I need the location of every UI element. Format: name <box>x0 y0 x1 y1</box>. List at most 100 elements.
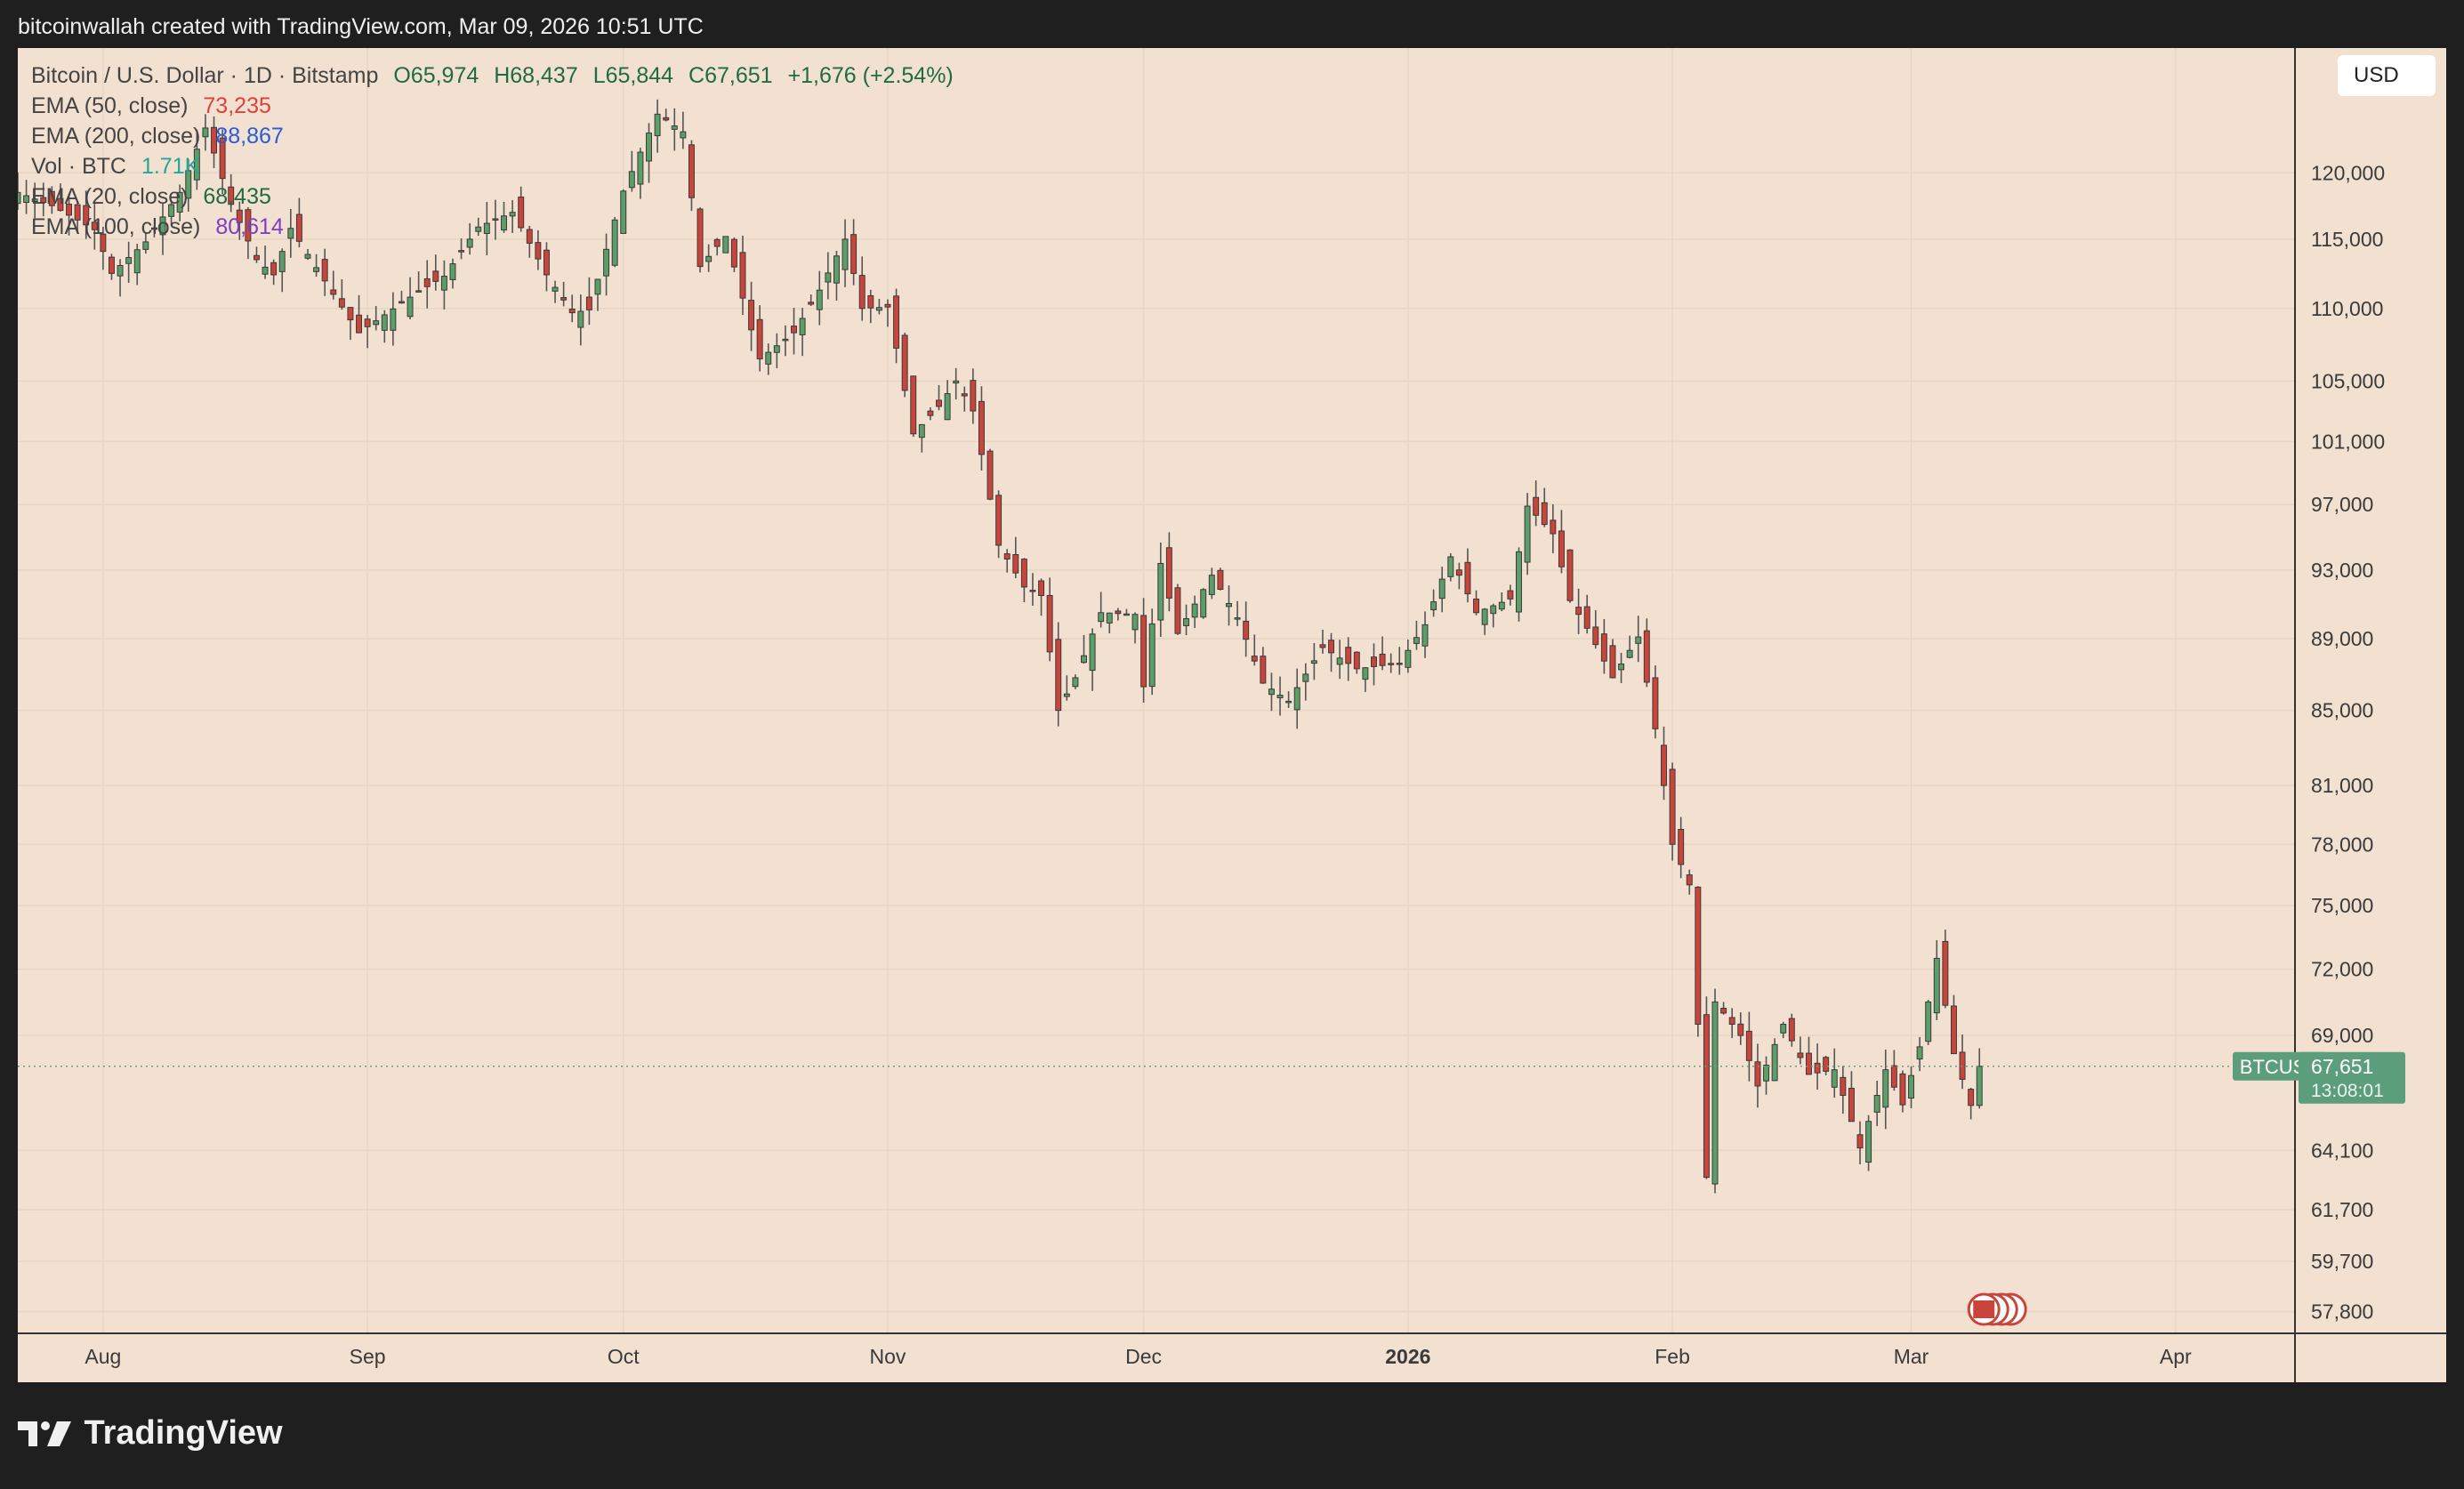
candle <box>1012 536 1019 579</box>
candle-body <box>756 318 763 359</box>
candle-body <box>1788 1018 1795 1042</box>
tradingview-footer[interactable]: TradingView <box>18 1414 283 1459</box>
candle <box>560 281 568 307</box>
candle-body <box>458 250 465 253</box>
candle-body <box>1183 618 1190 626</box>
indicator-row[interactable]: EMA (200, close) 88,867 <box>31 121 962 151</box>
candle <box>1686 869 1693 895</box>
indicator-row[interactable]: EMA (50, close) 73,235 <box>31 91 962 121</box>
candle <box>1165 532 1172 612</box>
candle-body <box>1328 640 1335 654</box>
candle <box>364 315 371 349</box>
indicator-row[interactable]: EMA (100, close) 80,614 <box>31 212 962 242</box>
candle-body <box>1976 1066 1983 1107</box>
candle <box>1003 549 1011 573</box>
candle <box>159 202 166 255</box>
candle <box>176 184 183 221</box>
candle-body <box>953 380 960 384</box>
candle-body <box>1362 667 1369 680</box>
candle-body <box>901 334 908 391</box>
candle-body <box>611 219 618 266</box>
candle-body <box>1473 598 1480 614</box>
candle <box>338 278 345 310</box>
candle-body <box>1490 605 1497 615</box>
indicator-row[interactable]: Vol · BTC 1.71K <box>31 151 962 181</box>
ohlc-low: L65,844 <box>592 63 674 88</box>
candle <box>628 150 635 192</box>
candle <box>875 299 882 315</box>
candle <box>910 375 917 437</box>
candle <box>1123 608 1130 616</box>
candle-body <box>936 399 942 407</box>
candle <box>1771 1038 1778 1082</box>
symbol-row[interactable]: Bitcoin / U.S. Dollar · 1D · Bitstamp O6… <box>31 60 962 91</box>
candle-body <box>483 222 490 234</box>
candle-body <box>1447 556 1454 577</box>
candle-body <box>1711 1001 1719 1185</box>
candle-body <box>1038 580 1045 597</box>
candle <box>1072 674 1079 689</box>
candle <box>1583 594 1590 634</box>
candle <box>552 280 559 303</box>
candle <box>100 226 107 270</box>
candle-body <box>407 296 414 318</box>
candle-body <box>1516 551 1522 613</box>
candle-body <box>1336 657 1343 665</box>
candle-body <box>1968 1089 1975 1107</box>
candle-body <box>1899 1073 1906 1106</box>
candle-body <box>509 212 516 217</box>
candle-body <box>142 241 149 250</box>
candle <box>543 242 550 292</box>
candle <box>1823 1055 1830 1075</box>
chart-frame[interactable]: 120,000 115,000 110,000 105,000 101,000 97,00… <box>18 48 2446 1382</box>
candle-body <box>1046 594 1053 653</box>
candle <box>150 226 157 237</box>
candle-body <box>1695 886 1702 1025</box>
candle <box>415 271 423 294</box>
candle <box>936 384 942 411</box>
candle <box>1806 1036 1812 1075</box>
price-chart[interactable]: 120,000 115,000 110,000 105,000 101,000 97,00… <box>18 48 2446 1382</box>
candle <box>1345 637 1352 681</box>
candle-body <box>808 302 815 305</box>
candle <box>1566 549 1574 603</box>
candle <box>133 244 141 286</box>
candle-body <box>1848 1087 1855 1123</box>
candle <box>654 99 661 153</box>
indicator-row[interactable]: EMA (20, close) 68,435 <box>31 181 962 212</box>
candle-body <box>1405 649 1412 668</box>
candle-body <box>1157 562 1164 621</box>
candle-body <box>1925 1001 1932 1042</box>
candle <box>398 290 405 304</box>
candle <box>31 182 38 219</box>
candle <box>1336 640 1343 680</box>
candle-body <box>1831 1069 1838 1088</box>
candle-body <box>628 171 635 189</box>
currency-button[interactable]: USD <box>2338 55 2436 96</box>
x-tick-label: 2026 <box>1385 1345 1430 1368</box>
candle-body <box>364 318 371 327</box>
candle-body <box>791 326 797 334</box>
candle-body <box>330 289 337 295</box>
candle <box>1498 592 1505 612</box>
candle <box>680 111 687 149</box>
candle-body <box>1737 1023 1744 1036</box>
candle-body <box>398 301 405 304</box>
x-tick-label: Sep <box>350 1345 386 1368</box>
candle-body <box>381 314 388 331</box>
price-tag-value: 67,651 <box>2311 1055 2373 1078</box>
candle-body <box>1873 1094 1880 1113</box>
candle <box>295 197 302 248</box>
indicator-label: EMA (20, close) <box>31 184 189 209</box>
candle <box>501 202 507 233</box>
candle <box>313 254 320 278</box>
y-tick-label: 69,000 <box>2311 1024 2373 1047</box>
candle-body <box>1703 1014 1710 1179</box>
candle <box>646 123 652 183</box>
candle <box>1421 611 1429 658</box>
candle-body <box>1959 1051 1966 1080</box>
candle-body <box>1276 695 1284 698</box>
candle <box>1217 567 1224 591</box>
candle <box>978 386 985 471</box>
symbol-name[interactable]: Bitcoin / U.S. Dollar · 1D · Bitstamp <box>31 63 379 88</box>
